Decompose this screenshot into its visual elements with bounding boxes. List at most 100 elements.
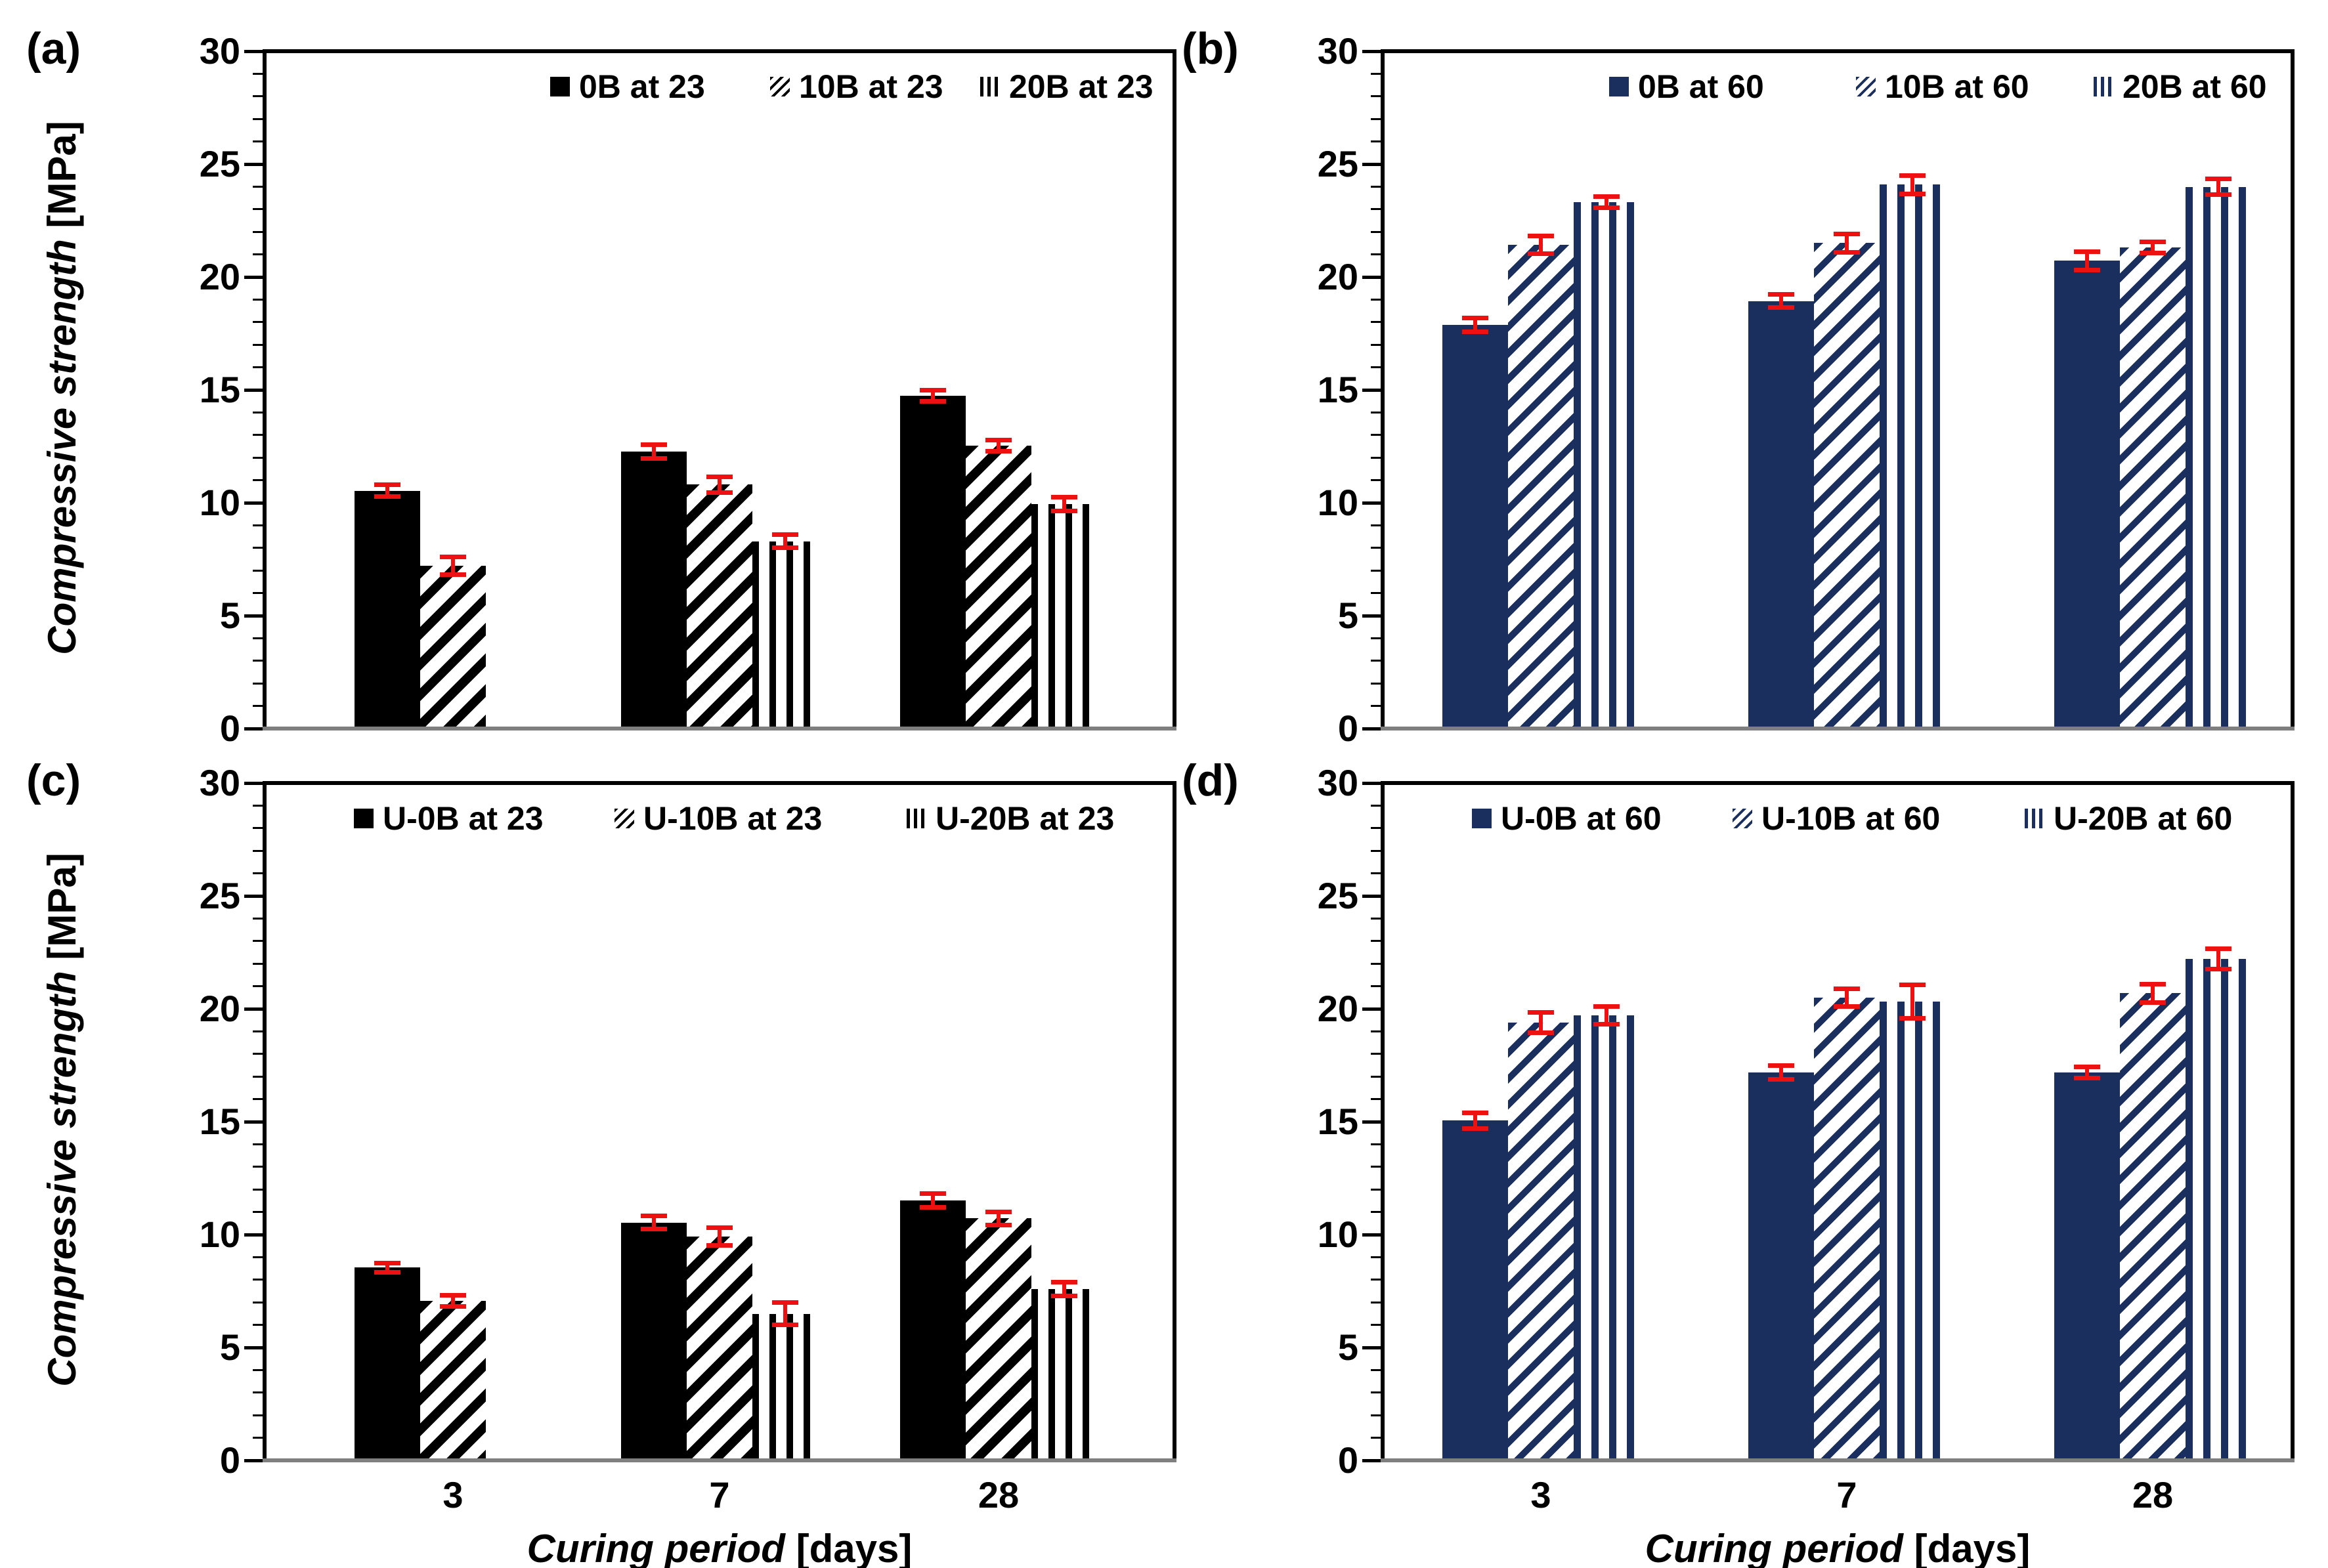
y-major-tick — [1362, 1346, 1381, 1349]
y-minor-tick — [253, 850, 263, 852]
legend-label: U-10B at 60 — [1761, 800, 1941, 837]
y-minor-tick — [253, 570, 263, 572]
y-minor-tick — [1371, 1076, 1381, 1078]
y-tick-label: 30 — [1317, 762, 1358, 803]
y-tick-label: 25 — [199, 143, 240, 184]
y-major-tick — [244, 1120, 263, 1124]
legend-item: 20B at 60 — [2094, 69, 2267, 104]
error-bar-cap-bottom — [440, 1304, 466, 1309]
bar-0B-at-60-day3 — [1442, 325, 1508, 727]
y-tick-label: 0 — [1337, 708, 1358, 749]
y-major-tick — [244, 895, 263, 898]
y-minor-tick — [1371, 683, 1381, 685]
error-bar-cap-bottom — [985, 1223, 1012, 1227]
y-tick-label: 0 — [219, 708, 240, 749]
y-minor-tick — [253, 683, 263, 685]
error-bar-cap-bottom — [772, 545, 798, 550]
y-axis-title: Compressive strength [MPa] — [40, 121, 84, 655]
error-bar-cap-bottom — [1899, 1016, 1926, 1021]
legend-marker-diag-icon — [770, 77, 790, 96]
y-major-tick — [244, 501, 263, 505]
error-bar-cap-top — [641, 1214, 667, 1218]
y-minor-tick — [253, 208, 263, 210]
y-minor-tick — [1371, 479, 1381, 481]
error-bar-cap-bottom — [706, 1243, 733, 1248]
error-bar-cap-bottom — [374, 494, 400, 499]
error-bar-line — [1539, 1010, 1543, 1035]
plot-frame-top — [1381, 49, 2295, 53]
plot-frame-right — [2291, 49, 2295, 731]
y-axis-title-main: Compressive strength — [40, 239, 84, 655]
error-bar-line — [2151, 982, 2155, 1005]
y-minor-tick — [1371, 344, 1381, 346]
y-minor-tick — [253, 479, 263, 481]
x-tick-label: 3 — [442, 1474, 463, 1515]
error-bar-cap-top — [920, 1191, 946, 1196]
legend-marker-solid-icon — [1609, 77, 1629, 96]
bar-0B-at-23-day7 — [621, 452, 687, 727]
error-bar-cap-top — [1834, 232, 1860, 236]
error-bar-cap-top — [440, 1293, 466, 1298]
error-bar-cap-top — [2074, 249, 2100, 254]
y-major-tick — [244, 1007, 263, 1011]
y-minor-tick — [1371, 1437, 1381, 1439]
error-bar-line — [385, 482, 389, 499]
error-bar-line — [1539, 234, 1543, 256]
bar-U-0B-at-23-day7 — [621, 1223, 687, 1458]
y-minor-tick — [1371, 140, 1381, 142]
bar-U-10B-at-23-day28 — [966, 1218, 1031, 1458]
legend-marker-diag-icon — [1856, 77, 1876, 96]
y-minor-tick — [253, 1279, 263, 1281]
error-bar-line — [385, 1261, 389, 1275]
y-minor-tick — [253, 1302, 263, 1303]
error-bar-line — [1910, 983, 1914, 1021]
y-tick-label: 15 — [1317, 1101, 1358, 1142]
error-bar-line — [783, 532, 787, 550]
y-minor-tick — [1371, 940, 1381, 942]
legend-marker-solid-icon — [354, 809, 374, 828]
y-minor-tick — [1371, 1279, 1381, 1281]
error-bar-cap-top — [985, 1210, 1012, 1214]
error-bar-line — [931, 388, 935, 404]
panel-label-c: (c) — [26, 755, 81, 805]
error-bar-line — [1062, 1280, 1066, 1298]
y-major-tick — [1362, 501, 1381, 505]
y-tick-label: 20 — [199, 256, 240, 297]
error-bar-line — [1605, 1004, 1608, 1027]
error-bar-cap-top — [706, 475, 733, 479]
y-minor-tick — [253, 940, 263, 942]
y-minor-tick — [253, 1143, 263, 1145]
y-tick-label: 5 — [219, 1326, 240, 1368]
y-minor-tick — [253, 140, 263, 142]
y-tick-label: 0 — [1337, 1439, 1358, 1481]
y-minor-tick — [253, 231, 263, 233]
plot-frame-top — [1381, 781, 2295, 785]
y-minor-tick — [1371, 660, 1381, 662]
y-minor-tick — [1371, 1030, 1381, 1032]
error-bar-line — [997, 438, 1001, 454]
y-minor-tick — [253, 118, 263, 120]
error-bar-line — [1910, 173, 1914, 196]
legend-item: 20B at 23 — [980, 69, 1153, 104]
legend-item: U-0B at 60 — [1472, 801, 1662, 836]
legend-marker-vert-icon — [2025, 809, 2044, 828]
bar-U-0B-at-60-day3 — [1442, 1120, 1508, 1458]
y-tick-label: 10 — [199, 482, 240, 523]
plot-baseline — [1381, 1458, 2295, 1462]
bar-10B-at-60-day28 — [2120, 247, 2186, 727]
plot-frame-right — [2291, 781, 2295, 1462]
legend-marker-diag-icon — [614, 809, 634, 828]
error-bar-cap-bottom — [1834, 1004, 1860, 1009]
error-bar-cap-bottom — [1834, 250, 1860, 255]
panel-label-d: (d) — [1182, 755, 1239, 805]
bar-20B-at-23-day28 — [1031, 504, 1097, 727]
plot-frame-left — [1381, 781, 1385, 1462]
error-bar-cap-bottom — [2205, 192, 2231, 197]
y-minor-tick — [253, 1211, 263, 1213]
error-bar-cap-top — [2205, 177, 2231, 181]
y-minor-tick — [253, 637, 263, 639]
y-minor-tick — [1371, 73, 1381, 75]
y-minor-tick — [253, 805, 263, 807]
error-bar-cap-top — [1593, 194, 1620, 199]
bar-U-10B-at-23-day7 — [687, 1237, 752, 1458]
